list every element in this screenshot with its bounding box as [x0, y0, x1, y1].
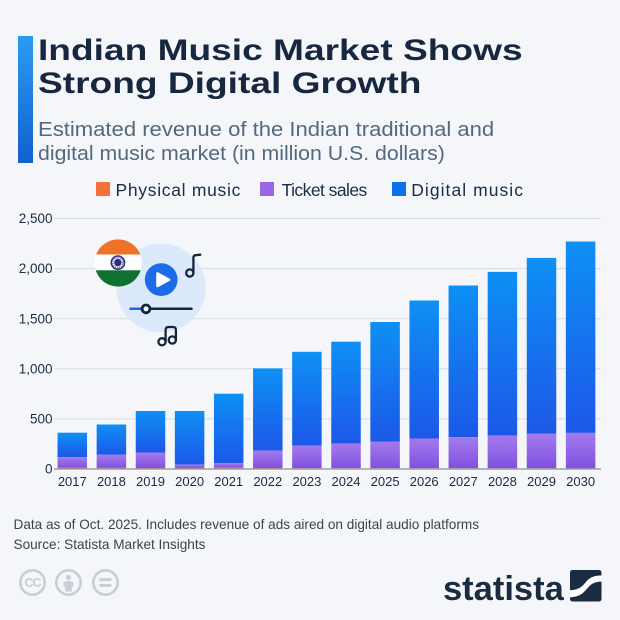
svg-text:0: 0: [45, 462, 53, 477]
svg-text:2029: 2029: [527, 474, 556, 489]
svg-text:2025: 2025: [371, 474, 400, 489]
svg-text:1,000: 1,000: [19, 361, 53, 376]
svg-text:2026: 2026: [410, 474, 439, 489]
svg-text:2,000: 2,000: [19, 261, 53, 276]
svg-text:500: 500: [30, 412, 53, 427]
svg-text:2027: 2027: [449, 474, 478, 489]
svg-text:2021: 2021: [214, 474, 243, 489]
svg-text:2018: 2018: [97, 474, 126, 489]
svg-text:CC: CC: [24, 576, 41, 590]
svg-text:2028: 2028: [488, 474, 517, 489]
svg-text:2024: 2024: [332, 474, 361, 489]
svg-text:2,500: 2,500: [19, 211, 53, 226]
svg-text:2030: 2030: [566, 474, 595, 489]
svg-text:2017: 2017: [58, 474, 87, 489]
svg-text:2019: 2019: [136, 474, 165, 489]
svg-text:1,500: 1,500: [19, 311, 53, 326]
svg-text:2023: 2023: [292, 474, 321, 489]
svg-text:2022: 2022: [253, 474, 282, 489]
svg-text:2020: 2020: [175, 474, 204, 489]
